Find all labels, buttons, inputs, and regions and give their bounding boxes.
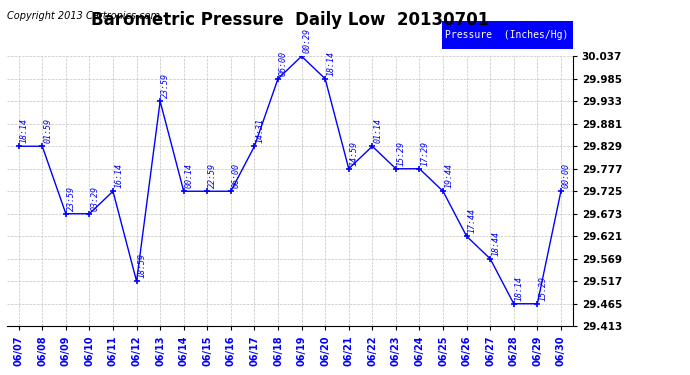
Text: Copyright 2013 Cartronics.com: Copyright 2013 Cartronics.com <box>7 11 160 21</box>
Text: 18:14: 18:14 <box>20 118 29 144</box>
Text: 23:59: 23:59 <box>161 74 170 99</box>
Text: 00:29: 00:29 <box>303 28 312 54</box>
Text: 06:00: 06:00 <box>279 51 288 76</box>
Text: 16:14: 16:14 <box>114 164 123 189</box>
Text: 01:14: 01:14 <box>373 118 382 144</box>
Text: 23:59: 23:59 <box>67 186 76 211</box>
Text: 01:59: 01:59 <box>43 118 52 144</box>
Text: 19:44: 19:44 <box>444 164 453 189</box>
Text: 18:14: 18:14 <box>515 276 524 301</box>
Text: 22:59: 22:59 <box>208 164 217 189</box>
Text: Barometric Pressure  Daily Low  20130701: Barometric Pressure Daily Low 20130701 <box>90 11 489 29</box>
Text: 18:44: 18:44 <box>491 231 500 256</box>
Text: 14:59: 14:59 <box>350 141 359 166</box>
Text: 15:29: 15:29 <box>397 141 406 166</box>
Text: 00:00: 00:00 <box>562 164 571 189</box>
Text: 14:31: 14:31 <box>255 118 264 144</box>
Text: 06:00: 06:00 <box>232 164 241 189</box>
Text: 03:29: 03:29 <box>90 186 99 211</box>
Text: 18:59: 18:59 <box>137 254 146 279</box>
Text: 18:14: 18:14 <box>326 51 335 76</box>
Text: 17:44: 17:44 <box>468 209 477 234</box>
Text: Pressure  (Inches/Hg): Pressure (Inches/Hg) <box>446 30 569 40</box>
Text: 15:29: 15:29 <box>538 276 547 301</box>
Text: 00:14: 00:14 <box>185 164 194 189</box>
Text: 17:29: 17:29 <box>420 141 429 166</box>
